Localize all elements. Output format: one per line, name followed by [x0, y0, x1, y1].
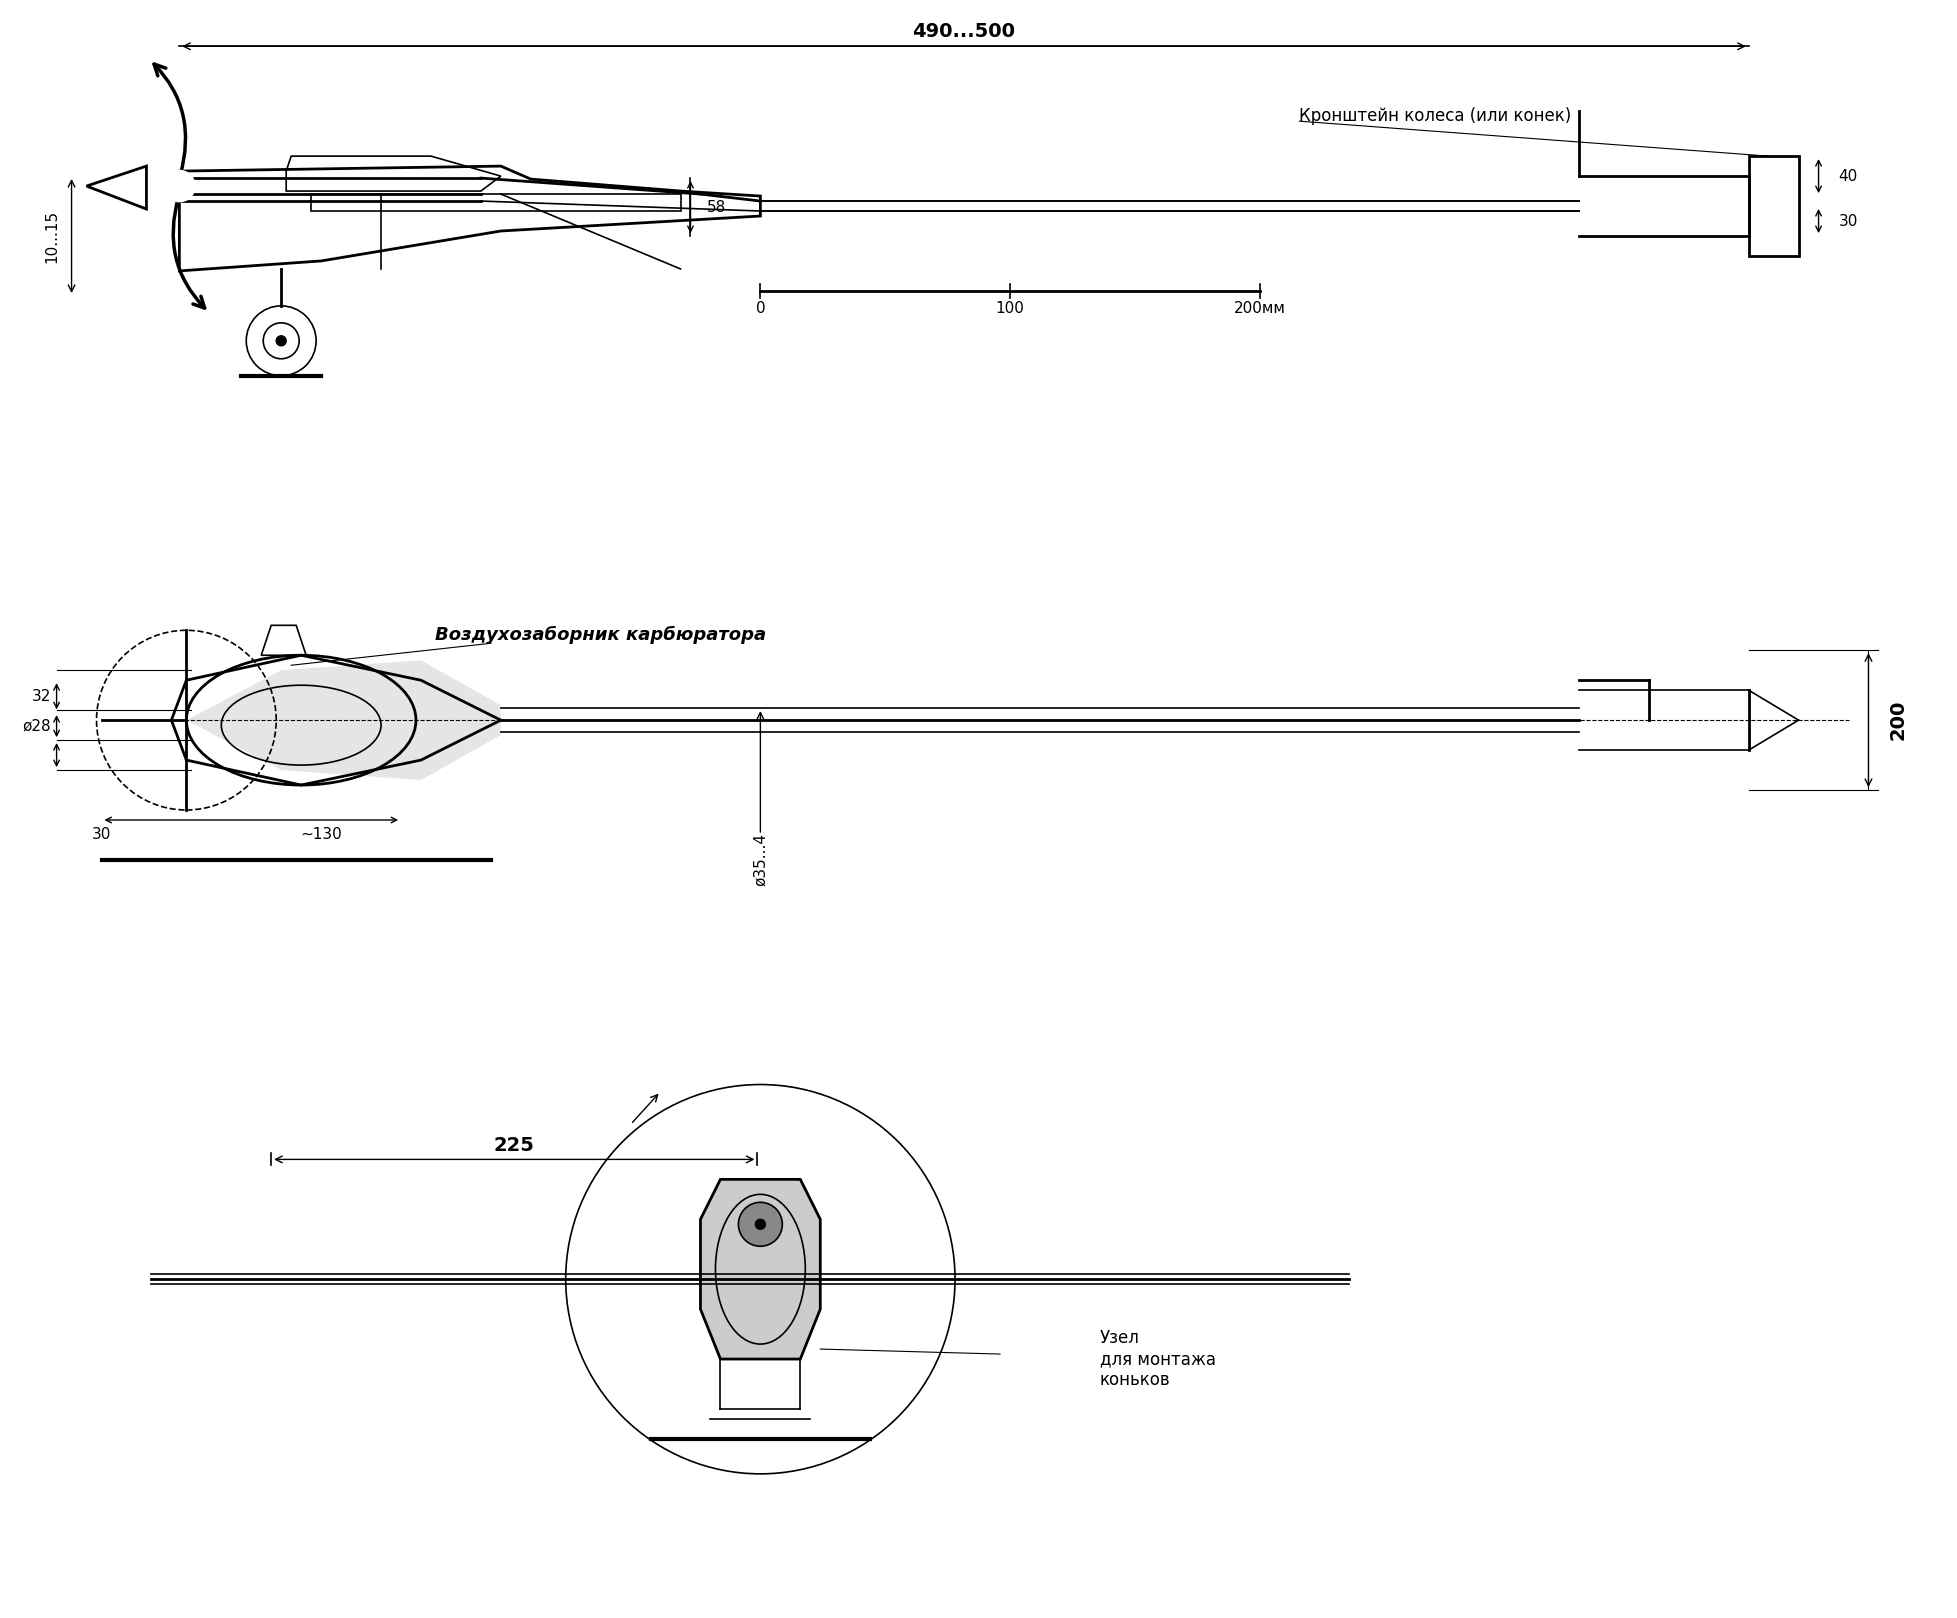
Text: ø35...4: ø35...4 — [753, 833, 767, 887]
Circle shape — [738, 1202, 783, 1246]
Text: 10...15: 10...15 — [45, 209, 59, 262]
Text: ~130: ~130 — [299, 827, 342, 843]
Polygon shape — [701, 1180, 820, 1359]
Text: 32: 32 — [31, 689, 51, 704]
Text: Кронштейн колеса (или конек): Кронштейн колеса (или конек) — [1299, 107, 1571, 125]
Text: 100: 100 — [996, 301, 1024, 317]
Text: 30: 30 — [1838, 214, 1857, 228]
Polygon shape — [186, 660, 501, 780]
Text: 0: 0 — [755, 301, 765, 317]
Text: 200: 200 — [1889, 701, 1908, 741]
Text: 30: 30 — [92, 827, 112, 843]
Text: Воздухозаборник карбюратора: Воздухозаборник карбюратора — [434, 626, 767, 644]
Text: Узел
для монтажа
коньков: Узел для монтажа коньков — [1100, 1330, 1215, 1388]
Text: 200мм: 200мм — [1233, 301, 1286, 317]
Text: 490...500: 490...500 — [912, 21, 1016, 40]
Text: 225: 225 — [493, 1136, 534, 1155]
Text: 58: 58 — [706, 199, 726, 215]
Circle shape — [164, 172, 194, 201]
Circle shape — [755, 1220, 765, 1230]
Text: 40: 40 — [1838, 168, 1857, 183]
Circle shape — [276, 337, 286, 346]
Text: ø28: ø28 — [22, 718, 51, 733]
